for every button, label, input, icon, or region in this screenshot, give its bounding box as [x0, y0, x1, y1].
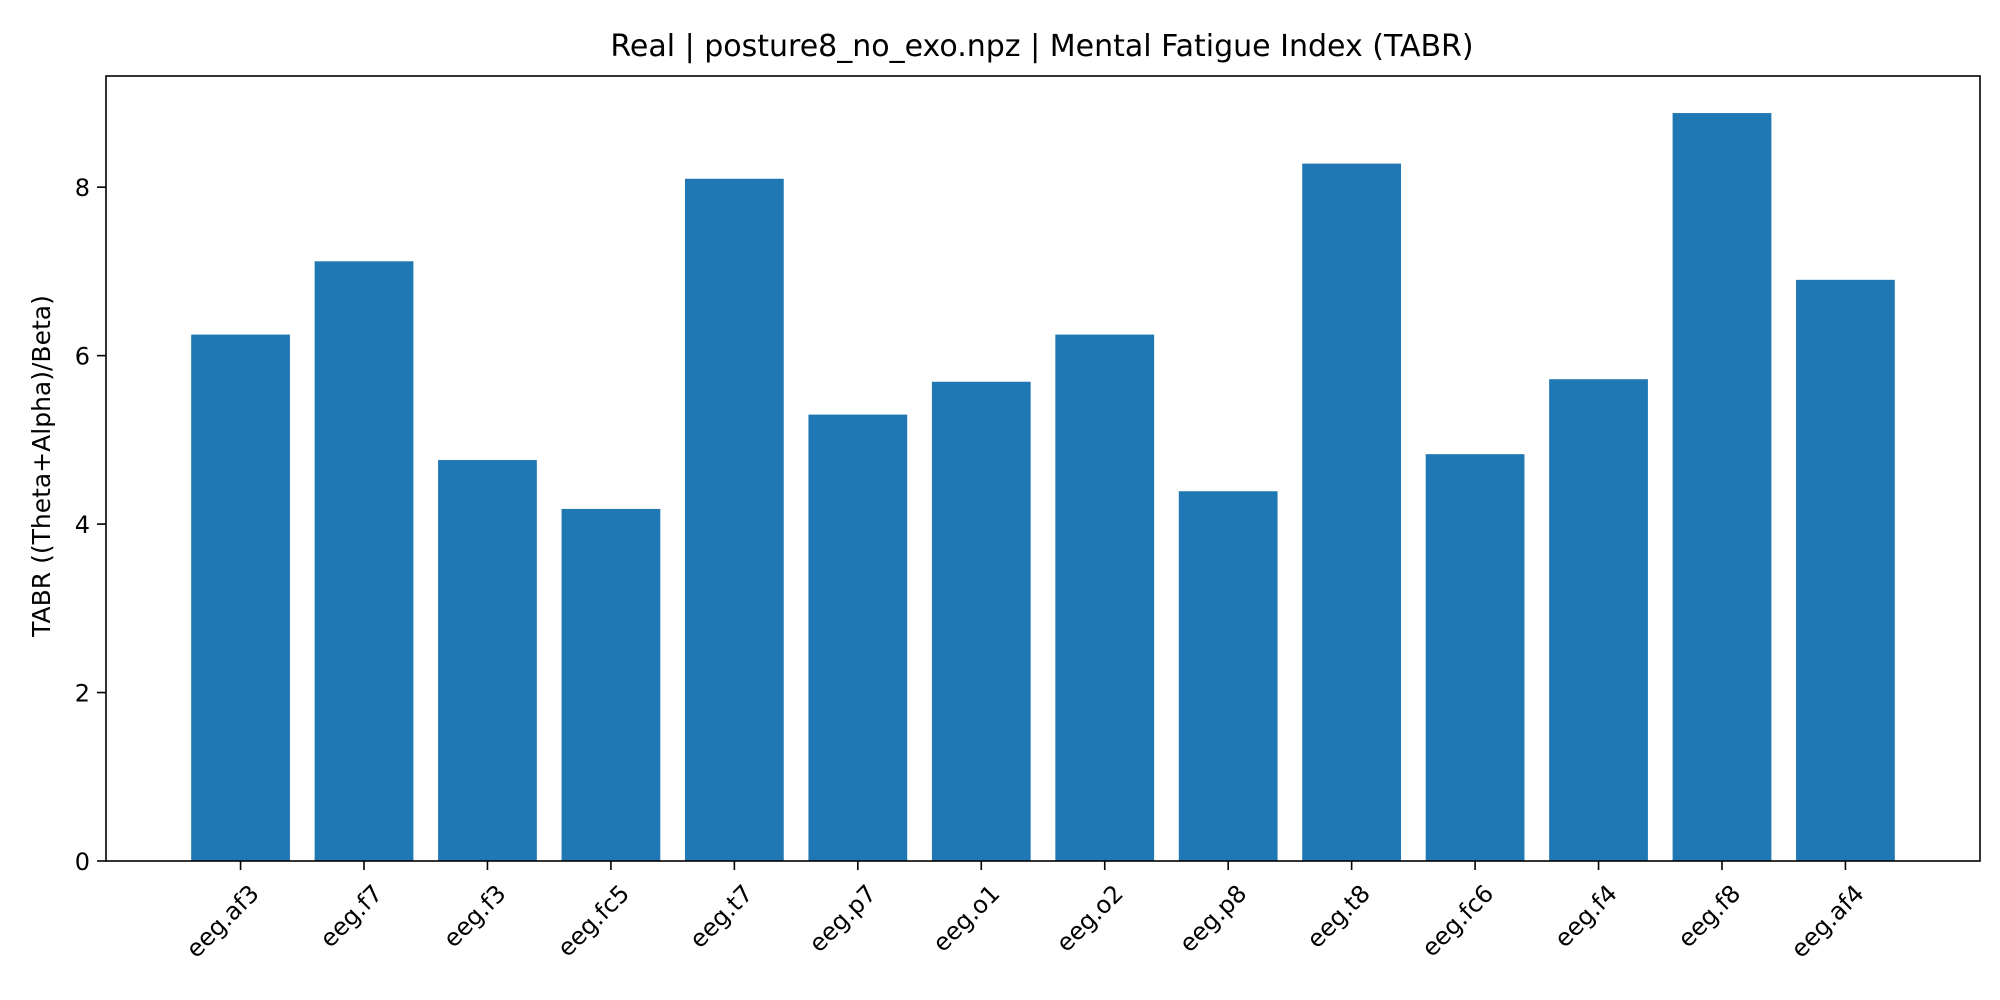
y-tick-label: 4	[75, 511, 90, 539]
bars-group	[191, 113, 1895, 862]
y-tick-label: 0	[75, 848, 90, 876]
bar-eeg-f8	[1672, 113, 1772, 862]
bar-eeg-fc5	[561, 508, 661, 861]
bar-eeg-t8	[1302, 163, 1402, 862]
plot-frame	[105, 75, 1981, 862]
y-tick-label: 2	[75, 680, 90, 708]
bar-eeg-fc6	[1425, 454, 1525, 861]
bar-eeg-o2	[1055, 334, 1155, 861]
bar-eeg-af3	[191, 334, 290, 861]
chart-title: Real | posture8_no_exo.npz | Mental Fati…	[610, 29, 1473, 64]
y-tick-label: 6	[75, 343, 90, 371]
bar-eeg-t7	[684, 178, 784, 861]
y-ticks-group: 0 2 4 6 8	[75, 174, 106, 876]
bar-eeg-o1	[931, 381, 1031, 861]
bar-eeg-f3	[438, 460, 537, 861]
bar-eeg-p8	[1178, 491, 1278, 861]
y-tick-label: 8	[75, 174, 90, 202]
bar-eeg-p7	[808, 414, 908, 861]
bar-eeg-f4	[1549, 379, 1648, 861]
bar-eeg-f7	[314, 261, 414, 861]
y-axis-label: TABR ((Theta+Alpha)/Beta)	[27, 295, 56, 638]
bar-eeg-af4	[1796, 279, 1895, 862]
